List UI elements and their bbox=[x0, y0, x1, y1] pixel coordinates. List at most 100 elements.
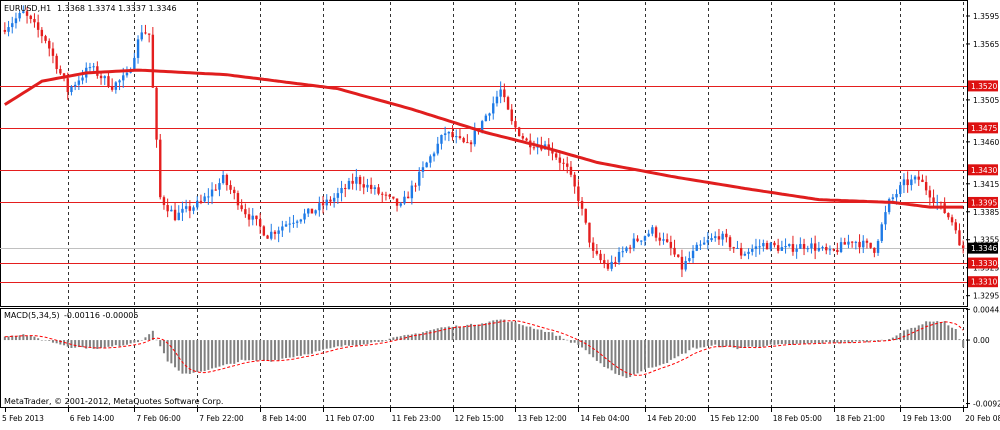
candle-bear bbox=[813, 243, 817, 251]
candle-bear bbox=[802, 244, 806, 249]
macd-histogram-bar bbox=[725, 340, 728, 347]
macd-histogram-bar bbox=[499, 319, 502, 341]
candle-bear bbox=[329, 199, 332, 202]
macd-histogram-bar bbox=[192, 340, 195, 373]
candle-bull bbox=[721, 233, 724, 240]
candle-bull bbox=[133, 57, 136, 70]
candle-bear bbox=[562, 162, 565, 164]
candle-bull bbox=[355, 176, 358, 184]
macd-histogram-bar bbox=[658, 340, 661, 366]
candle-bear bbox=[406, 196, 410, 199]
candle-bear bbox=[25, 11, 29, 16]
macd-histogram-bar bbox=[507, 322, 510, 341]
candle-bear bbox=[595, 250, 599, 254]
candle-bull bbox=[795, 248, 798, 252]
candle-bull bbox=[821, 246, 824, 248]
candle-bear bbox=[603, 260, 606, 264]
macd-histogram-bar bbox=[921, 324, 924, 341]
candle-bull bbox=[114, 82, 118, 90]
candle-bull bbox=[699, 244, 702, 246]
macd-histogram-bar bbox=[836, 340, 839, 343]
macd-histogram-bar bbox=[710, 340, 713, 346]
candle-bear bbox=[947, 213, 950, 218]
candle-bear bbox=[858, 241, 861, 248]
price-tick-label: 1.3595 bbox=[973, 12, 999, 21]
candle-bear bbox=[244, 209, 247, 215]
macd-histogram-bar bbox=[100, 340, 103, 348]
macd-histogram-bar bbox=[544, 331, 547, 341]
level-badge bbox=[968, 164, 998, 176]
macd-signal-line bbox=[4, 320, 964, 376]
macd-histogram-bar bbox=[174, 340, 177, 368]
macd-histogram-bar bbox=[177, 340, 180, 371]
symbol-label: EURUSD,H1 bbox=[4, 4, 51, 13]
macd-histogram-bar bbox=[640, 340, 643, 372]
candle-bull bbox=[488, 113, 491, 116]
macd-histogram-bar bbox=[162, 340, 165, 354]
candle-bear bbox=[921, 179, 924, 183]
macd-histogram-bar bbox=[484, 323, 487, 341]
level-badge bbox=[968, 80, 998, 92]
candle-bull bbox=[647, 233, 650, 237]
macd-histogram-bar bbox=[196, 340, 199, 372]
macd-histogram-bar bbox=[270, 340, 273, 362]
macd-histogram-bar bbox=[562, 338, 565, 341]
candle-bull bbox=[910, 179, 913, 186]
price-tick-label: 1.3415 bbox=[973, 180, 999, 189]
macd-histogram-bar bbox=[606, 340, 609, 369]
macd-histogram-bar bbox=[858, 340, 861, 342]
indicator-pane-frame bbox=[0, 308, 968, 408]
candle-bear bbox=[377, 187, 380, 194]
macd-histogram-bar bbox=[599, 340, 602, 364]
candle-bear bbox=[159, 139, 162, 198]
candle-bull bbox=[218, 183, 221, 190]
macd-histogram-bar bbox=[266, 340, 269, 361]
macd-histogram-bar bbox=[869, 340, 872, 341]
macd-histogram-bar bbox=[170, 340, 173, 364]
macd-histogram-bar bbox=[299, 340, 302, 356]
candle-bear bbox=[517, 127, 521, 137]
macd-histogram-bar bbox=[695, 340, 698, 349]
macd-histogram-bar bbox=[166, 340, 169, 362]
macd-histogram-bar bbox=[159, 340, 162, 347]
candle-bear bbox=[843, 242, 846, 245]
candle-bull bbox=[936, 202, 939, 204]
macd-histogram-bar bbox=[370, 340, 373, 343]
candle-bear bbox=[344, 187, 347, 190]
macd-histogram-bar bbox=[621, 340, 624, 377]
macd-histogram-bar bbox=[455, 325, 458, 341]
time-tick-label: 6 Feb 14:00 bbox=[70, 414, 115, 423]
macd-histogram-bar bbox=[74, 340, 77, 348]
candle-bull bbox=[140, 32, 143, 40]
candle-bear bbox=[362, 184, 365, 188]
candle-bear bbox=[832, 249, 835, 251]
candle-bear bbox=[554, 153, 558, 158]
macd-histogram-bar bbox=[77, 340, 80, 348]
candle-bear bbox=[166, 205, 169, 212]
candle-bear bbox=[961, 245, 965, 249]
candle-bull bbox=[762, 243, 765, 247]
price-tick-label: 1.3355 bbox=[973, 236, 999, 245]
candle-bear bbox=[591, 242, 595, 251]
macd-histogram-bar bbox=[236, 340, 239, 363]
macd-histogram-bar bbox=[96, 340, 99, 349]
macd-histogram-bar bbox=[259, 340, 262, 361]
macd-histogram-bar bbox=[917, 325, 920, 341]
time-tick-label: 12 Feb 15:00 bbox=[455, 414, 504, 423]
price-tick-label: 1.3505 bbox=[973, 96, 999, 105]
candle-bull bbox=[440, 134, 443, 144]
macd-histogram-bar bbox=[403, 335, 406, 341]
macd-histogram-bar bbox=[958, 339, 961, 341]
macd-histogram-bar bbox=[140, 339, 143, 341]
candle-bull bbox=[288, 223, 291, 225]
candle-bull bbox=[736, 247, 739, 249]
macd-histogram-bar bbox=[114, 340, 117, 346]
candle-bear bbox=[155, 87, 158, 140]
candle-bull bbox=[436, 143, 439, 154]
moving-average-line bbox=[3, 68, 964, 209]
candle-bull bbox=[340, 187, 343, 194]
candle-bull bbox=[270, 231, 273, 239]
